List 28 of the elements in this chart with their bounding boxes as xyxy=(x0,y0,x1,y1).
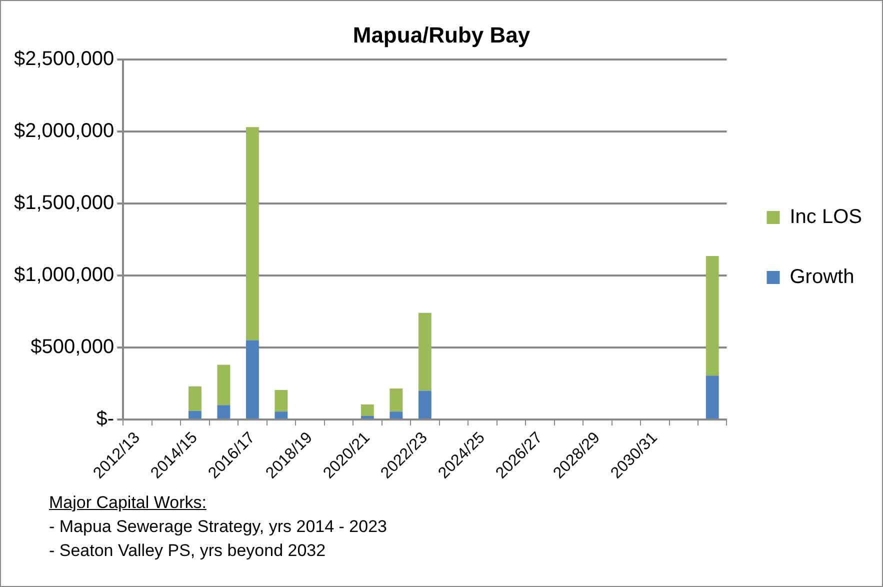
bar xyxy=(706,376,719,419)
bar xyxy=(188,410,202,419)
bar xyxy=(246,127,259,340)
bar xyxy=(390,388,403,412)
text: - Mapua Sewerage Strategy, yrs 2014 - 2023 xyxy=(49,516,387,538)
bar xyxy=(246,340,259,419)
y-tick-label: $500,000 xyxy=(30,336,114,358)
bar xyxy=(217,405,230,419)
chart-title: Mapua/Ruby Bay xyxy=(352,22,531,48)
y-tick-label: $1,000,000 xyxy=(14,264,114,286)
y-tick-label: $- xyxy=(96,408,114,430)
bar xyxy=(274,412,288,419)
bar xyxy=(360,416,374,419)
bar xyxy=(188,386,202,411)
bar xyxy=(360,404,374,416)
bar xyxy=(418,390,432,419)
bar xyxy=(418,312,432,391)
bar xyxy=(706,256,719,376)
legend-label: Inc LOS xyxy=(790,206,862,228)
y-tick-label: $2,500,000 xyxy=(14,48,114,70)
legend-label: Growth xyxy=(790,266,854,288)
y-tick-label: $1,500,000 xyxy=(14,192,114,214)
bar xyxy=(274,390,288,412)
y-tick-label: $2,000,000 xyxy=(14,120,114,142)
bar xyxy=(217,364,230,406)
bar xyxy=(390,412,403,419)
text: Major Capital Works: xyxy=(49,492,208,514)
text: - Seaton Valley PS, yrs beyond 2032 xyxy=(49,540,327,562)
